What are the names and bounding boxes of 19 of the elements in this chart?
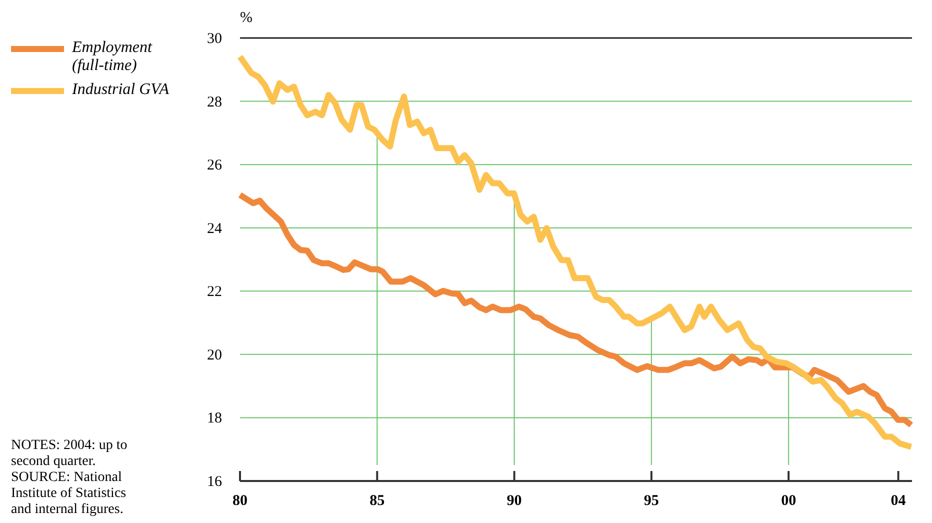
y-axis-title: % xyxy=(240,10,252,26)
y-tick-label: 18 xyxy=(207,410,222,427)
x-tick-label: 95 xyxy=(644,493,659,509)
legend-label: Industrial GVA xyxy=(71,81,170,98)
y-tick-label: 26 xyxy=(207,158,222,174)
x-tick-label: 04 xyxy=(890,493,906,509)
x-tick-label: 80 xyxy=(232,493,248,509)
y-tick-label: 24 xyxy=(207,220,222,237)
y-tick-label: 28 xyxy=(207,94,222,110)
legend-label: Employment (full-time) xyxy=(71,39,153,74)
y-tick-label: 30 xyxy=(207,31,222,47)
y-tick-label: 22 xyxy=(207,284,222,300)
text: NOTES: 2004: up to second quarter. xyxy=(11,438,128,469)
x-tick-label: 90 xyxy=(506,493,522,509)
x-tick-label: 85 xyxy=(370,493,385,509)
source-note: SOURCE: National Institute of Statistics and internal figures. xyxy=(11,470,126,517)
x-tick-label: 00 xyxy=(781,493,796,509)
y-tick-label: 16 xyxy=(207,474,222,490)
y-tick-label: 20 xyxy=(207,347,222,364)
